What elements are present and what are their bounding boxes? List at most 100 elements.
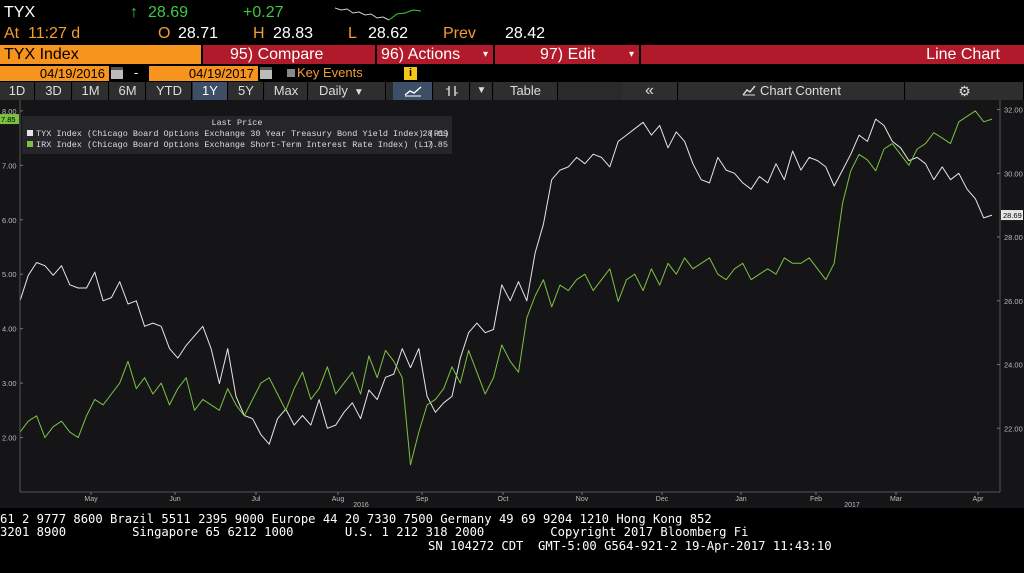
- frequency-label: Daily: [319, 83, 348, 98]
- calendar-icon[interactable]: [260, 67, 272, 79]
- right-tick-label: 26.00: [1004, 297, 1023, 306]
- period-1m-button[interactable]: 1M: [73, 82, 109, 100]
- legend-swatch-tyx: [27, 130, 33, 136]
- table-button[interactable]: Table: [494, 82, 558, 100]
- high-label: H: [253, 25, 265, 42]
- period-ytd-button[interactable]: YTD: [147, 82, 192, 100]
- x-year-label: 2017: [844, 502, 860, 508]
- tyx-last-value-text: 28.69: [1003, 211, 1022, 220]
- x-tick-label: Sep: [416, 496, 429, 503]
- chevron-down-icon: ▼: [353, 87, 364, 98]
- legend-entry-tyx[interactable]: TYX Index (Chicago Board Options Exchang…: [27, 129, 449, 139]
- up-arrow-icon: ↑: [130, 4, 138, 21]
- legend-value-irx: 7.85: [427, 140, 448, 150]
- x-tick-label: Jun: [169, 496, 180, 503]
- legend-value-tyx: 28.69: [422, 129, 448, 139]
- calendar-icon[interactable]: [111, 67, 123, 79]
- actions-menu[interactable]: 96) Actions ▾: [377, 45, 495, 64]
- x-tick-label: Mar: [890, 496, 903, 503]
- footer-contacts-1: 61 2 9777 8600 Brazil 5511 2395 9000 Eur…: [0, 512, 712, 526]
- x-tick-label: Jul: [252, 496, 261, 503]
- period-5y-button[interactable]: 5Y: [229, 82, 264, 100]
- ticker-symbol: TYX: [4, 4, 36, 21]
- quote-time: 11:27 d: [28, 25, 81, 42]
- start-date-input[interactable]: 04/19/2016: [0, 66, 109, 81]
- compare-menu[interactable]: 95) Compare: [203, 45, 377, 64]
- command-bar: TYX Index 95) Compare 96) Actions ▾ 97) E…: [0, 45, 1024, 64]
- edit-menu[interactable]: 97) Edit ▾: [495, 45, 641, 64]
- bar-style-icon[interactable]: [434, 82, 470, 100]
- legend-swatch-irx: [27, 141, 33, 147]
- left-tick-label: 2.00: [2, 434, 17, 443]
- security-field[interactable]: TYX Index: [0, 45, 203, 64]
- dropdown-caret-icon[interactable]: ▼: [471, 82, 493, 100]
- info-icon[interactable]: i: [404, 67, 417, 80]
- chart-content-button[interactable]: Chart Content: [679, 82, 905, 100]
- x-tick-label: Feb: [810, 496, 822, 503]
- net-change: +0.27: [243, 4, 284, 21]
- tyx-last-value-tag: [1001, 210, 1023, 221]
- chart-canvas[interactable]: 8.00 7.00 6.00 5.00 4.00 3.00 2.00 32.00 30.00 28…: [0, 100, 1024, 508]
- period-1y-button[interactable]: 1Y: [193, 82, 228, 100]
- chevron-down-icon: ▾: [482, 49, 488, 60]
- chart-content-label: Chart Content: [760, 83, 841, 98]
- at-label: At: [4, 25, 20, 42]
- left-tick-label: 6.00: [2, 216, 17, 225]
- left-tick-label: 4.00: [2, 325, 17, 334]
- chart-toolbar: 1D 3D 1M 6M YTD 1Y 5Y Max Daily ▼ ▼ Table…: [0, 82, 1024, 100]
- x-tick-label: Jan: [735, 496, 746, 503]
- sparkline-icon: [335, 7, 422, 21]
- right-tick-label: 28.00: [1004, 233, 1023, 242]
- period-1d-button[interactable]: 1D: [0, 82, 35, 100]
- date-range-row: 04/19/2016 - 04/19/2017 Key Events i: [0, 65, 1024, 82]
- legend-entry-irx[interactable]: IRX Index (Chicago Board Options Exchang…: [27, 140, 434, 150]
- chart-legend[interactable]: Last Price TYX Index (Chicago Board Opti…: [22, 116, 452, 154]
- left-tick-label: 7.00: [2, 161, 17, 170]
- line-chart-icon[interactable]: [393, 82, 433, 100]
- period-6m-button[interactable]: 6M: [110, 82, 146, 100]
- low-label: L: [348, 25, 357, 42]
- edit-label: 97) Edit: [540, 46, 596, 63]
- tyx-series-line[interactable]: [19, 118, 993, 445]
- x-tick-label: May: [84, 496, 98, 503]
- gear-icon[interactable]: ⚙: [906, 82, 1024, 100]
- left-tick-label: 8.00: [2, 107, 17, 116]
- x-tick-label: Oct: [498, 496, 509, 503]
- chevron-down-icon: ▾: [628, 49, 634, 60]
- footer-session-info: SN 104272 CDT GMT-5:00 G564-921-2 19-Apr…: [428, 539, 832, 553]
- low-value: 28.62: [368, 25, 409, 42]
- collapse-button[interactable]: «: [622, 82, 678, 100]
- key-events-checkbox[interactable]: [287, 69, 295, 77]
- security-label: TYX Index: [4, 46, 79, 63]
- prev-label: Prev: [443, 25, 476, 42]
- line-chart: 8.00 7.00 6.00 5.00 4.00 3.00 2.00 32.00 30.00 28…: [0, 100, 1024, 508]
- open-label: O: [158, 25, 171, 42]
- prev-value: 28.42: [505, 25, 546, 42]
- legend-name-irx: IRX Index (Chicago Board Options Exchang…: [36, 140, 409, 150]
- chart-type-label: Line Chart: [926, 46, 1000, 63]
- end-date-input[interactable]: 04/19/2017: [149, 66, 258, 81]
- key-events-label: Key Events: [297, 65, 363, 80]
- high-value: 28.83: [273, 25, 314, 42]
- date-separator: -: [134, 65, 139, 80]
- legend-title: Last Price: [211, 118, 263, 128]
- left-tick-label: 3.00: [2, 379, 17, 388]
- right-tick-label: 30.00: [1004, 169, 1023, 178]
- legend-axis-tyx: (R1): [428, 129, 450, 139]
- quote-stats: At 11:27 d O 28.71 H 28.83 L 28.62 Prev …: [0, 23, 1024, 45]
- irx-series-line[interactable]: [19, 110, 993, 466]
- footer-contacts-2: 3201 8900 Singapore 65 6212 1000 U.S. 1 …: [0, 525, 749, 539]
- compare-label: 95) Compare: [230, 46, 324, 63]
- quote-header: TYX ↑ 28.69 +0.27: [0, 2, 1024, 24]
- chart-type-title: Line Chart: [641, 45, 1024, 64]
- irx-last-value-tag: [0, 114, 19, 125]
- right-tick-label: 32.00: [1004, 106, 1023, 115]
- x-tick-label: Aug: [332, 496, 345, 503]
- frequency-dropdown[interactable]: Daily ▼: [309, 82, 386, 100]
- last-price: 28.69: [148, 4, 189, 21]
- period-3d-button[interactable]: 3D: [36, 82, 72, 100]
- irx-last-value-text: 7.85: [1, 115, 16, 124]
- chart-content-icon: [742, 85, 756, 96]
- period-max-button[interactable]: Max: [265, 82, 308, 100]
- x-tick-label: Nov: [576, 496, 589, 503]
